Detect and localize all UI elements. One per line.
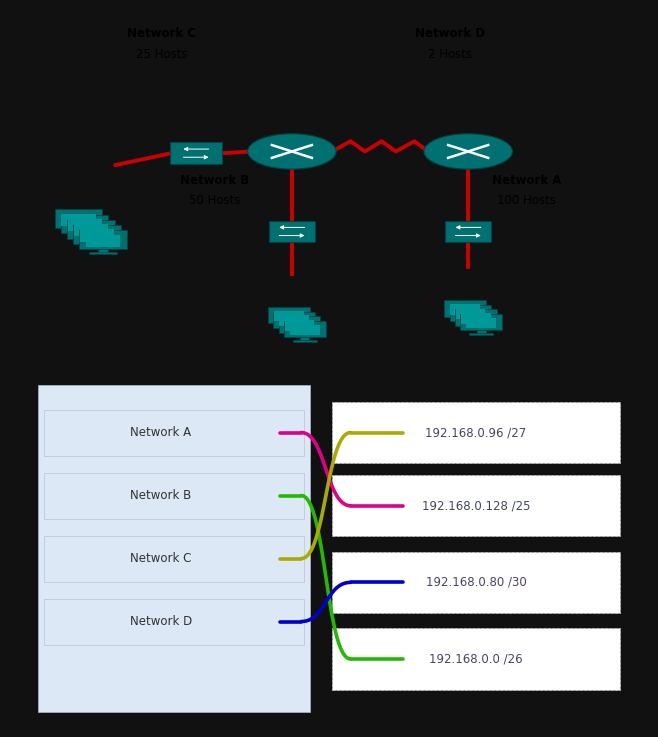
FancyBboxPatch shape xyxy=(74,228,84,232)
FancyBboxPatch shape xyxy=(79,230,127,249)
FancyBboxPatch shape xyxy=(77,242,105,244)
FancyBboxPatch shape xyxy=(45,410,304,455)
FancyBboxPatch shape xyxy=(84,247,111,249)
FancyBboxPatch shape xyxy=(170,142,222,164)
Text: 192.168.0.96 /27: 192.168.0.96 /27 xyxy=(425,426,526,439)
FancyBboxPatch shape xyxy=(464,329,488,330)
FancyBboxPatch shape xyxy=(80,229,114,242)
FancyBboxPatch shape xyxy=(73,225,120,244)
FancyBboxPatch shape xyxy=(67,220,114,239)
FancyBboxPatch shape xyxy=(284,323,293,326)
FancyBboxPatch shape xyxy=(68,219,101,231)
FancyBboxPatch shape xyxy=(476,330,486,334)
FancyBboxPatch shape xyxy=(274,311,303,321)
Text: 192.168.0.128 /25: 192.168.0.128 /25 xyxy=(422,499,530,512)
FancyBboxPatch shape xyxy=(45,536,304,581)
FancyBboxPatch shape xyxy=(444,300,486,317)
FancyBboxPatch shape xyxy=(86,238,96,242)
FancyBboxPatch shape xyxy=(288,335,311,337)
Text: Network B: Network B xyxy=(130,489,191,502)
FancyBboxPatch shape xyxy=(300,337,309,340)
FancyBboxPatch shape xyxy=(89,252,116,254)
FancyBboxPatch shape xyxy=(293,340,316,342)
Text: 192.168.0.80 /30: 192.168.0.80 /30 xyxy=(426,576,526,589)
FancyBboxPatch shape xyxy=(290,324,320,335)
Text: Network A: Network A xyxy=(492,174,562,186)
FancyBboxPatch shape xyxy=(65,231,92,234)
FancyBboxPatch shape xyxy=(61,214,109,234)
FancyBboxPatch shape xyxy=(80,233,89,237)
FancyBboxPatch shape xyxy=(469,333,493,335)
Ellipse shape xyxy=(424,133,513,170)
Text: Network C: Network C xyxy=(128,27,197,40)
FancyBboxPatch shape xyxy=(282,331,306,332)
FancyBboxPatch shape xyxy=(455,309,485,319)
FancyBboxPatch shape xyxy=(459,324,482,326)
FancyBboxPatch shape xyxy=(461,316,470,320)
FancyBboxPatch shape xyxy=(450,304,480,315)
FancyBboxPatch shape xyxy=(461,314,502,330)
FancyBboxPatch shape xyxy=(461,313,491,324)
FancyBboxPatch shape xyxy=(471,326,480,329)
Text: 100 Hosts: 100 Hosts xyxy=(497,194,557,207)
FancyBboxPatch shape xyxy=(86,234,120,247)
Text: Network C: Network C xyxy=(130,552,191,565)
FancyBboxPatch shape xyxy=(453,320,477,321)
FancyBboxPatch shape xyxy=(55,209,102,228)
FancyBboxPatch shape xyxy=(61,214,95,226)
FancyBboxPatch shape xyxy=(268,221,315,242)
FancyBboxPatch shape xyxy=(91,243,102,248)
FancyBboxPatch shape xyxy=(290,328,299,331)
Text: 2 Hosts: 2 Hosts xyxy=(428,48,472,60)
FancyBboxPatch shape xyxy=(279,316,320,332)
FancyBboxPatch shape xyxy=(295,332,304,336)
FancyBboxPatch shape xyxy=(45,472,304,519)
FancyBboxPatch shape xyxy=(268,307,309,324)
Ellipse shape xyxy=(247,133,336,170)
Text: Network B: Network B xyxy=(180,174,249,186)
FancyBboxPatch shape xyxy=(284,321,326,337)
FancyBboxPatch shape xyxy=(332,629,620,690)
FancyBboxPatch shape xyxy=(467,318,496,329)
FancyBboxPatch shape xyxy=(71,237,98,239)
FancyBboxPatch shape xyxy=(332,475,620,537)
FancyBboxPatch shape xyxy=(277,326,301,328)
Text: Network D: Network D xyxy=(415,27,484,40)
FancyBboxPatch shape xyxy=(332,552,620,613)
FancyBboxPatch shape xyxy=(279,315,309,326)
Text: Network A: Network A xyxy=(130,426,191,439)
FancyBboxPatch shape xyxy=(449,305,492,321)
FancyBboxPatch shape xyxy=(273,312,315,328)
FancyBboxPatch shape xyxy=(332,402,620,464)
Text: 50 Hosts: 50 Hosts xyxy=(189,194,240,207)
FancyBboxPatch shape xyxy=(38,385,311,712)
Text: 25 Hosts: 25 Hosts xyxy=(136,48,188,60)
FancyBboxPatch shape xyxy=(466,321,475,324)
FancyBboxPatch shape xyxy=(445,221,492,242)
Text: 192.168.0.0 /26: 192.168.0.0 /26 xyxy=(429,652,522,666)
FancyBboxPatch shape xyxy=(74,224,108,237)
FancyBboxPatch shape xyxy=(285,320,315,331)
FancyBboxPatch shape xyxy=(98,248,108,253)
FancyBboxPatch shape xyxy=(455,310,497,326)
Text: Network D: Network D xyxy=(130,615,192,628)
FancyBboxPatch shape xyxy=(45,598,304,645)
